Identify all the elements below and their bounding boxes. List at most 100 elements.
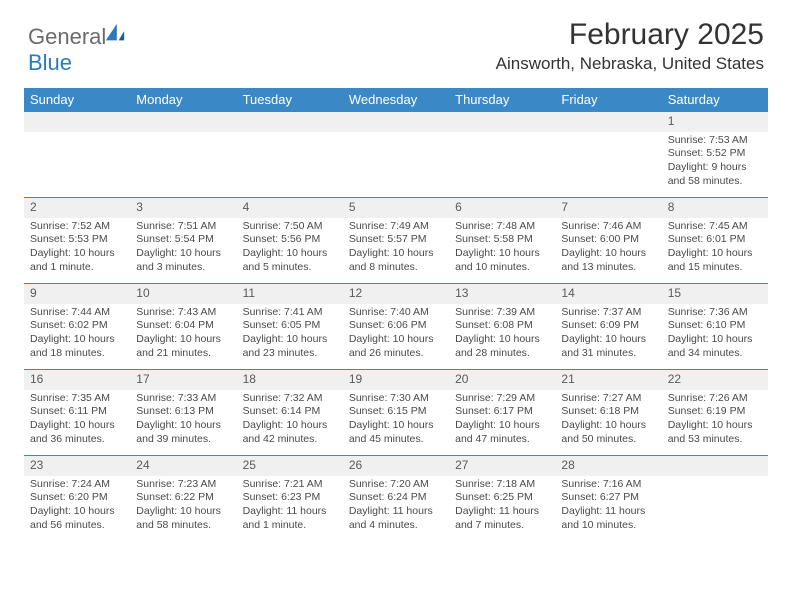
location-text: Ainsworth, Nebraska, United States	[496, 54, 764, 74]
day-cell: 17Sunrise: 7:33 AMSunset: 6:13 PMDayligh…	[130, 370, 236, 456]
day-number: 25	[237, 456, 343, 476]
daylight-text: Daylight: 10 hours	[455, 247, 549, 261]
day-cell	[343, 112, 449, 198]
sunset-text: Sunset: 5:54 PM	[136, 233, 230, 247]
day-cell: 13Sunrise: 7:39 AMSunset: 6:08 PMDayligh…	[449, 284, 555, 370]
daylight-text: Daylight: 10 hours	[243, 419, 337, 433]
daylight-text: Daylight: 11 hours	[349, 505, 443, 519]
day-number: 19	[343, 370, 449, 390]
day-number: 23	[24, 456, 130, 476]
sunrise-text: Sunrise: 7:29 AM	[455, 392, 549, 406]
daylight-text: Daylight: 10 hours	[455, 419, 549, 433]
sunrise-text: Sunrise: 7:45 AM	[668, 220, 762, 234]
sunset-text: Sunset: 6:15 PM	[349, 405, 443, 419]
sunrise-text: Sunrise: 7:43 AM	[136, 306, 230, 320]
day-number: 7	[555, 198, 661, 218]
daylight-text: Daylight: 10 hours	[455, 333, 549, 347]
sunrise-text: Sunrise: 7:39 AM	[455, 306, 549, 320]
day-cell: 10Sunrise: 7:43 AMSunset: 6:04 PMDayligh…	[130, 284, 236, 370]
sunset-text: Sunset: 5:53 PM	[30, 233, 124, 247]
day-cell: 7Sunrise: 7:46 AMSunset: 6:00 PMDaylight…	[555, 198, 661, 284]
sunset-text: Sunset: 6:14 PM	[243, 405, 337, 419]
sunset-text: Sunset: 5:57 PM	[349, 233, 443, 247]
weekday-header-row: Sunday Monday Tuesday Wednesday Thursday…	[24, 88, 768, 112]
sunset-text: Sunset: 6:05 PM	[243, 319, 337, 333]
day-number: 21	[555, 370, 661, 390]
day-cell	[555, 112, 661, 198]
sunrise-text: Sunrise: 7:44 AM	[30, 306, 124, 320]
daylight-text: and 1 minute.	[243, 519, 337, 533]
day-cell	[449, 112, 555, 198]
week-row: 1Sunrise: 7:53 AMSunset: 5:52 PMDaylight…	[24, 112, 768, 198]
day-cell: 12Sunrise: 7:40 AMSunset: 6:06 PMDayligh…	[343, 284, 449, 370]
daylight-text: and 36 minutes.	[30, 433, 124, 447]
calendar-table: Sunday Monday Tuesday Wednesday Thursday…	[24, 88, 768, 542]
sunrise-text: Sunrise: 7:27 AM	[561, 392, 655, 406]
daylight-text: Daylight: 10 hours	[349, 247, 443, 261]
day-cell: 3Sunrise: 7:51 AMSunset: 5:54 PMDaylight…	[130, 198, 236, 284]
sunset-text: Sunset: 6:19 PM	[668, 405, 762, 419]
weekday-header: Wednesday	[343, 88, 449, 112]
day-number: 13	[449, 284, 555, 304]
sunrise-text: Sunrise: 7:37 AM	[561, 306, 655, 320]
weekday-header: Monday	[130, 88, 236, 112]
sunrise-text: Sunrise: 7:21 AM	[243, 478, 337, 492]
daylight-text: Daylight: 10 hours	[668, 333, 762, 347]
daylight-text: and 15 minutes.	[668, 261, 762, 275]
weekday-header: Saturday	[662, 88, 768, 112]
day-number: 16	[24, 370, 130, 390]
day-number: 17	[130, 370, 236, 390]
day-number: 1	[662, 112, 768, 132]
daylight-text: Daylight: 10 hours	[668, 419, 762, 433]
daylight-text: Daylight: 10 hours	[349, 333, 443, 347]
sunrise-text: Sunrise: 7:35 AM	[30, 392, 124, 406]
daylight-text: and 42 minutes.	[243, 433, 337, 447]
day-cell: 9Sunrise: 7:44 AMSunset: 6:02 PMDaylight…	[24, 284, 130, 370]
day-number: 26	[343, 456, 449, 476]
week-row: 9 Sunrise: 7:44 AMSunset: 6:02 PM Daylight…	[24, 284, 768, 370]
day-cell	[24, 112, 130, 198]
daylight-text: and 31 minutes.	[561, 347, 655, 361]
day-cell: 2Sunrise: 7:52 AMSunset: 5:53 PMDaylight…	[24, 198, 130, 284]
sunrise-text: Sunrise: 7:52 AM	[30, 220, 124, 234]
day-cell: 4Sunrise: 7:50 AMSunset: 5:56 PMDaylight…	[237, 198, 343, 284]
daylight-text: Daylight: 10 hours	[668, 247, 762, 261]
day-number: 14	[555, 284, 661, 304]
day-cell: 27Sunrise: 7:18 AMSunset: 6:25 PMDayligh…	[449, 456, 555, 542]
daylight-text: Daylight: 10 hours	[136, 419, 230, 433]
sunset-text: Sunset: 6:02 PM	[30, 319, 124, 333]
sail-icon	[104, 22, 126, 44]
weekday-header: Sunday	[24, 88, 130, 112]
daylight-text: and 58 minutes.	[668, 175, 762, 189]
daylight-text: Daylight: 10 hours	[30, 505, 124, 519]
sunset-text: Sunset: 5:58 PM	[455, 233, 549, 247]
daylight-text: and 3 minutes.	[136, 261, 230, 275]
day-number: 18	[237, 370, 343, 390]
day-number: 9	[24, 284, 130, 304]
daylight-text: Daylight: 10 hours	[30, 419, 124, 433]
day-cell: 6Sunrise: 7:48 AMSunset: 5:58 PMDaylight…	[449, 198, 555, 284]
logo-text-blue: Blue	[28, 50, 72, 75]
sunrise-text: Sunrise: 7:32 AM	[243, 392, 337, 406]
daylight-text: and 56 minutes.	[30, 519, 124, 533]
sunset-text: Sunset: 6:01 PM	[668, 233, 762, 247]
daylight-text: Daylight: 10 hours	[243, 247, 337, 261]
daylight-text: Daylight: 10 hours	[136, 333, 230, 347]
day-cell	[662, 456, 768, 542]
daylight-text: and 53 minutes.	[668, 433, 762, 447]
day-cell: 21Sunrise: 7:27 AMSunset: 6:18 PMDayligh…	[555, 370, 661, 456]
day-cell: 23Sunrise: 7:24 AMSunset: 6:20 PMDayligh…	[24, 456, 130, 542]
day-cell: 26Sunrise: 7:20 AMSunset: 6:24 PMDayligh…	[343, 456, 449, 542]
day-cell: 14Sunrise: 7:37 AMSunset: 6:09 PMDayligh…	[555, 284, 661, 370]
daylight-text: and 13 minutes.	[561, 261, 655, 275]
daylight-text: Daylight: 10 hours	[561, 419, 655, 433]
day-cell: 25Sunrise: 7:21 AMSunset: 6:23 PMDayligh…	[237, 456, 343, 542]
daylight-text: and 45 minutes.	[349, 433, 443, 447]
day-number: 5	[343, 198, 449, 218]
sunrise-text: Sunrise: 7:24 AM	[30, 478, 124, 492]
day-cell: 24Sunrise: 7:23 AMSunset: 6:22 PMDayligh…	[130, 456, 236, 542]
sunset-text: Sunset: 6:25 PM	[455, 491, 549, 505]
day-number: 20	[449, 370, 555, 390]
day-cell: 16Sunrise: 7:35 AMSunset: 6:11 PMDayligh…	[24, 370, 130, 456]
day-number: 22	[662, 370, 768, 390]
